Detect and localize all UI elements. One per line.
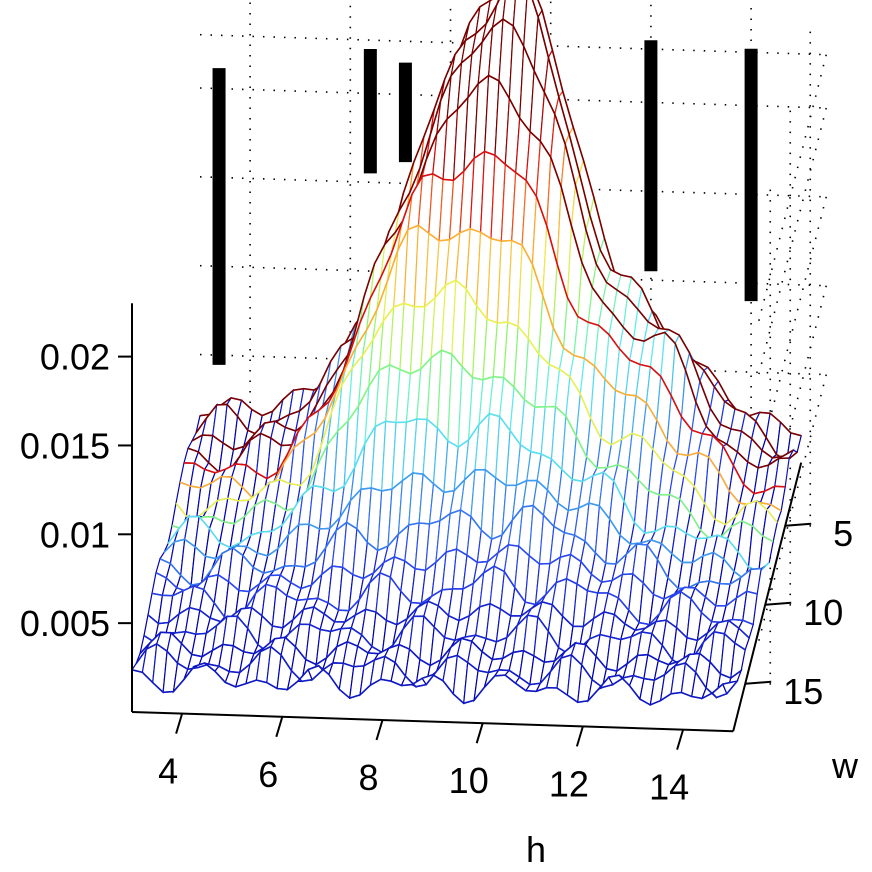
surface-strip-w4 [179, 150, 786, 512]
surface-row-line [131, 662, 734, 706]
surface-row-line [179, 224, 782, 512]
x-tick-label: 14 [649, 767, 689, 808]
surface-strip-w10 [155, 504, 762, 608]
surface-strip-w9 [159, 468, 766, 590]
surface-strip-w5 [175, 224, 782, 526]
surface-row-line [167, 412, 770, 573]
surface-mesh [131, 0, 802, 706]
surface-row-line [155, 543, 758, 607]
x-tick-mark [676, 729, 685, 750]
surface-row-line [143, 614, 746, 667]
surface-row-line [171, 349, 774, 543]
x-axis-label: h [526, 829, 546, 870]
z-tick-label: 0.005 [20, 603, 110, 644]
x-tick-label: 12 [549, 763, 589, 804]
x-axis-line [131, 711, 734, 733]
surface-strip-w17 [131, 662, 734, 706]
surface-row-line [135, 642, 738, 699]
x-tick-label: 8 [358, 757, 378, 798]
y-tick-mark [765, 601, 792, 606]
x-tick-mark [275, 716, 284, 738]
surface-strip-w7 [167, 348, 774, 574]
z-tick-label: 0.02 [40, 337, 110, 378]
y-tick-label: 15 [783, 671, 823, 712]
surface-row-line [163, 468, 766, 581]
marker-bars [212, 40, 758, 365]
surface-row-line [175, 279, 778, 526]
surface-row-line [187, 74, 790, 474]
surface-row-line [199, 0, 802, 437]
x-tick-mark [375, 719, 384, 741]
y-tick-label: 5 [833, 513, 853, 554]
x-tick-mark [175, 713, 184, 734]
x-tick-mark [575, 726, 584, 747]
surface-strip-w14 [138, 613, 746, 680]
axes: 4 6 8 10 12 14 5 10 15 0.005 0.01 0.015 0.02 [20, 303, 853, 808]
grid-line-side-z-4 [757, 54, 828, 324]
surface-strip-w2 [187, 17, 795, 474]
surface-row-line [147, 600, 750, 642]
x-tick-label: 4 [158, 751, 178, 792]
surface-row-line [195, 0, 798, 462]
z-tick-label: 0.01 [40, 514, 110, 555]
x-tick-label: 6 [258, 754, 278, 795]
x-tick-mark [475, 722, 484, 744]
grid-line-side-z-3 [757, 107, 828, 377]
x-tick-label: 10 [449, 760, 489, 801]
y-axis-line [732, 462, 803, 732]
surface-row-line [139, 631, 742, 680]
y-tick-label: 10 [803, 592, 843, 633]
surface-row-line [183, 150, 786, 495]
y-axis-label: w [831, 745, 859, 786]
surface-row-line [159, 504, 762, 590]
y-tick-mark [785, 522, 812, 527]
z-tick-label: 0.015 [20, 425, 110, 466]
surface-strip-w6 [171, 278, 778, 543]
y-tick-mark [745, 680, 772, 685]
surface-strip-w16 [131, 642, 739, 706]
surface-row-line [191, 18, 794, 459]
surface-row-line [151, 565, 754, 626]
